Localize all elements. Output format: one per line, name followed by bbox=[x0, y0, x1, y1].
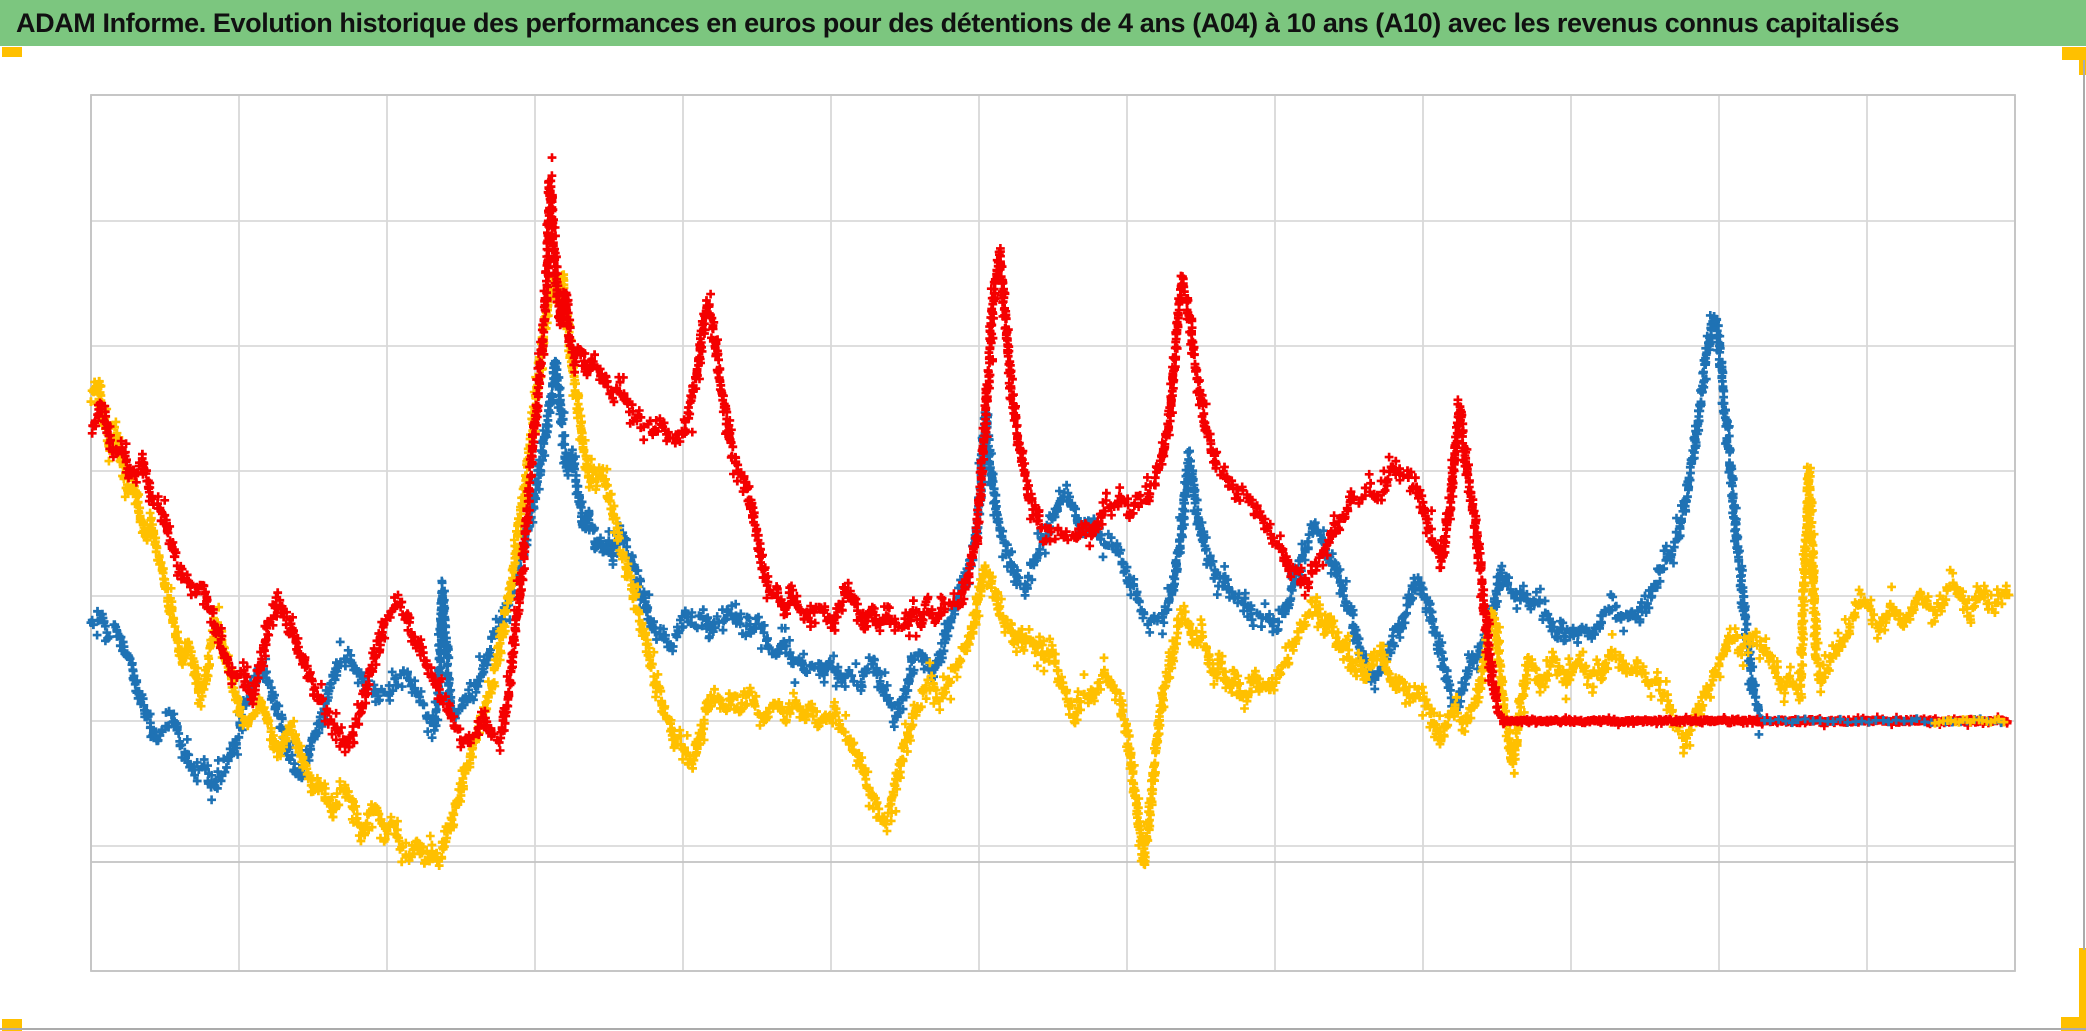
window-bottom-edge-line bbox=[0, 1028, 2086, 1030]
chart-title: ADAM Informe. Evolution historique des p… bbox=[16, 7, 1900, 38]
range-corner-bottom-right-accent-vertical bbox=[2079, 948, 2086, 1031]
range-corner-bottom-right-accent bbox=[2061, 1017, 2086, 1031]
window-right-edge-line bbox=[2083, 60, 2085, 950]
range-corner-top-left-accent bbox=[2, 47, 22, 57]
scatter-chart[interactable] bbox=[0, 46, 2086, 1031]
range-corner-top-right-accent-vertical bbox=[2079, 47, 2086, 75]
chart-title-bar: ADAM Informe. Evolution historique des p… bbox=[0, 0, 2086, 46]
chart-canvas[interactable] bbox=[0, 46, 2086, 1031]
